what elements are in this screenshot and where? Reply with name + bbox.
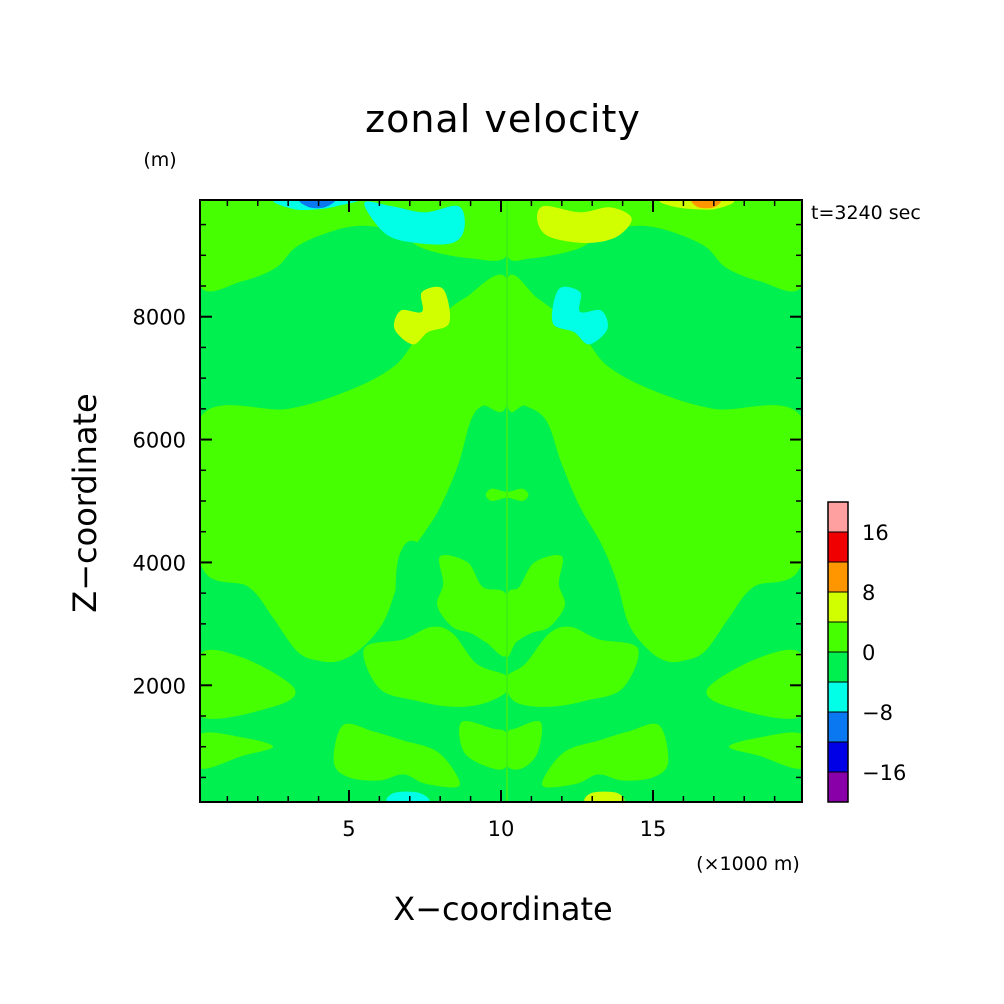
- y-tick-label: 6000: [133, 429, 186, 453]
- colorbar-swatch: [828, 592, 848, 622]
- contour-region-16: [542, 723, 669, 788]
- x-tick-label: 15: [640, 817, 667, 841]
- contour-region-5: [559, 540, 607, 618]
- contour-region-25: [394, 286, 451, 345]
- contour-region-4: [395, 540, 443, 618]
- y-tick-label: 4000: [133, 551, 186, 575]
- colorbar-label: 16: [862, 521, 889, 545]
- colorbar-label: −8: [862, 701, 893, 725]
- y-tick-label: 2000: [133, 674, 186, 698]
- contour-region-9: [363, 626, 511, 707]
- colorbar-swatch: [828, 682, 848, 712]
- x-axis-label: X−coordinate: [393, 890, 612, 928]
- colorbar-swatch: [828, 742, 848, 772]
- contour-region-17: [459, 720, 509, 770]
- contour-region-19: [364, 201, 465, 245]
- contour-region-26: [551, 286, 608, 345]
- contour-region-13: [200, 732, 273, 769]
- colorbar-label: −16: [862, 761, 906, 785]
- contour-region-3: [503, 274, 802, 663]
- colorbar-swatch: [828, 712, 848, 742]
- contour-region-10: [505, 626, 639, 707]
- colorbar-frame: [827, 501, 849, 803]
- y-ticks: 2000 4000 6000 8000: [133, 306, 802, 698]
- colorbar-swatch: [828, 562, 848, 592]
- y-axis-label: Z−coordinate: [66, 393, 104, 612]
- contour-region-7: [436, 555, 510, 657]
- contour-region-27: [386, 791, 430, 802]
- colorbar-label: 8: [862, 581, 875, 605]
- contour-region-21: [299, 200, 335, 209]
- contour-region-28: [584, 791, 625, 802]
- colorbar-swatch: [828, 772, 848, 802]
- contour-region-2: [200, 274, 512, 663]
- colorbar-swatch: [828, 652, 848, 682]
- y-tick-label: 8000: [133, 306, 186, 330]
- minor-ticks: [200, 200, 802, 802]
- y-unit-label: (m): [143, 149, 176, 171]
- contour-region-11: [200, 649, 296, 719]
- x-tick-label: 5: [342, 817, 355, 841]
- time-label: t=3240 sec: [811, 202, 921, 224]
- x-ticks: 5 10 15: [342, 200, 666, 841]
- contour-fills: [200, 200, 802, 802]
- colorbar-swatch: [828, 532, 848, 562]
- chart-title: zonal velocity: [365, 97, 641, 141]
- contour-region-15: [333, 723, 460, 788]
- colorbar: −16 −8 0 8 16: [827, 501, 906, 803]
- colorbar-label: 0: [862, 641, 875, 665]
- contour-region-12: [706, 649, 802, 719]
- x-unit-label: (×1000 m): [696, 853, 800, 875]
- contour-region-14: [729, 732, 802, 769]
- contour-region-8: [505, 555, 566, 657]
- contour-region-22: [537, 205, 632, 243]
- colorbar-swatch: [828, 622, 848, 652]
- x-tick-label: 10: [488, 817, 515, 841]
- colorbar-swatch: [828, 502, 848, 532]
- contour-region-18: [505, 720, 543, 770]
- plot-area: 5 10 15 2000 4000 6000 8000: [133, 199, 803, 841]
